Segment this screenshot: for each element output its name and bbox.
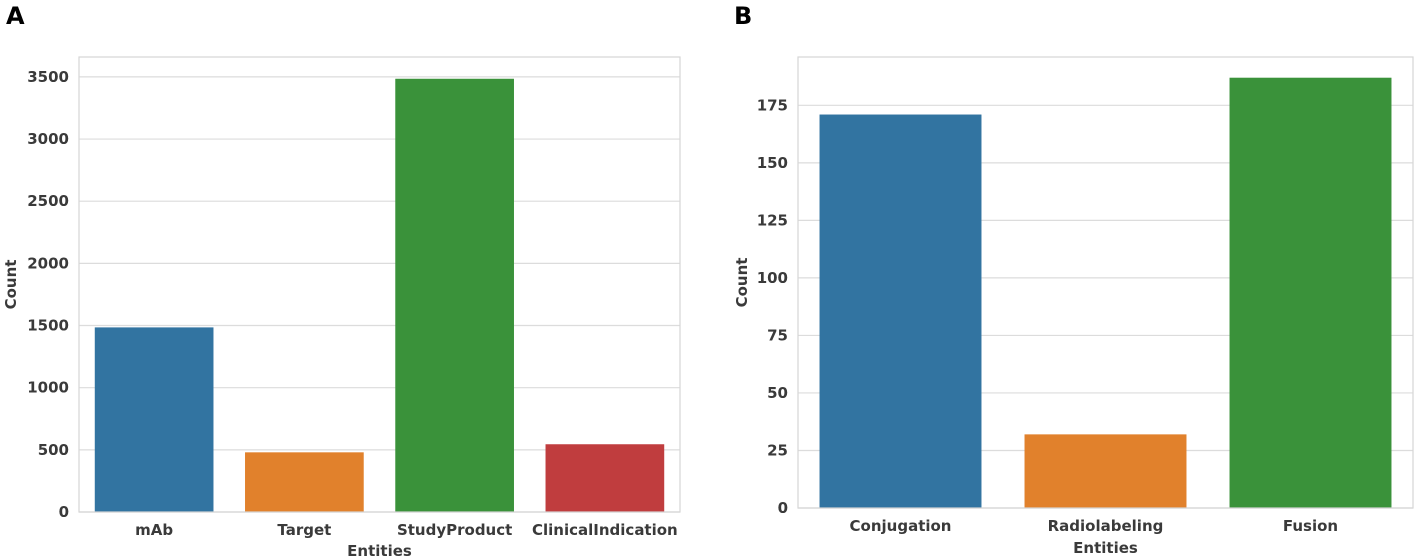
y-tick-label: 150 [757, 154, 788, 172]
chart-b: 0 25 50 75 100 125 150 175 Conjugation Radiolabel… [733, 56, 1414, 557]
bar-fusion [1229, 77, 1392, 509]
x-tick-label: ClinicalIndication [532, 521, 678, 539]
y-tick-label: 175 [757, 96, 788, 114]
chart-a: 0 500 1000 1500 2000 2500 3000 3500 mAb Target Stu… [2, 56, 681, 560]
y-tick-label: 100 [757, 269, 788, 287]
x-tick-label: Fusion [1283, 517, 1338, 535]
y-tick-label: 25 [767, 441, 788, 459]
y-tick-label: 2000 [27, 254, 69, 272]
bar-mab [94, 327, 214, 512]
x-tick-label: mAb [135, 521, 173, 539]
bar-clinicalindication [545, 444, 665, 512]
bar-radiolabeling [1024, 434, 1187, 508]
bar-conjugation [819, 114, 982, 508]
x-tick-label: StudyProduct [397, 521, 512, 539]
y-axis-label: Count [2, 260, 20, 310]
y-tick-label: 1000 [27, 379, 69, 397]
x-axis-label: Entities [1073, 539, 1138, 557]
y-tick-label: 1500 [27, 317, 69, 335]
x-axis-label: Entities [347, 542, 412, 560]
y-axis-label: Count [733, 258, 751, 308]
y-tick-label: 75 [767, 326, 788, 344]
x-tick-label: Conjugation [850, 517, 952, 535]
y-tick-label: 3500 [27, 68, 69, 86]
panel-label-a: A [6, 2, 25, 30]
bar-target [245, 452, 364, 512]
y-tick-label: 3000 [27, 130, 69, 148]
y-tick-label: 0 [778, 499, 788, 517]
y-tick-label: 125 [757, 211, 788, 229]
bar-studyproduct [395, 78, 514, 512]
y-tick-label: 500 [38, 441, 69, 459]
panel-label-b: B [734, 2, 752, 30]
plot-frame [78, 56, 681, 513]
y-tick-label: 0 [59, 503, 69, 521]
x-tick-label: Radiolabeling [1048, 517, 1164, 535]
x-tick-label: Target [277, 521, 331, 539]
y-tick-label: 2500 [27, 192, 69, 210]
plot-frame [797, 56, 1414, 509]
y-tick-label: 50 [767, 384, 788, 402]
